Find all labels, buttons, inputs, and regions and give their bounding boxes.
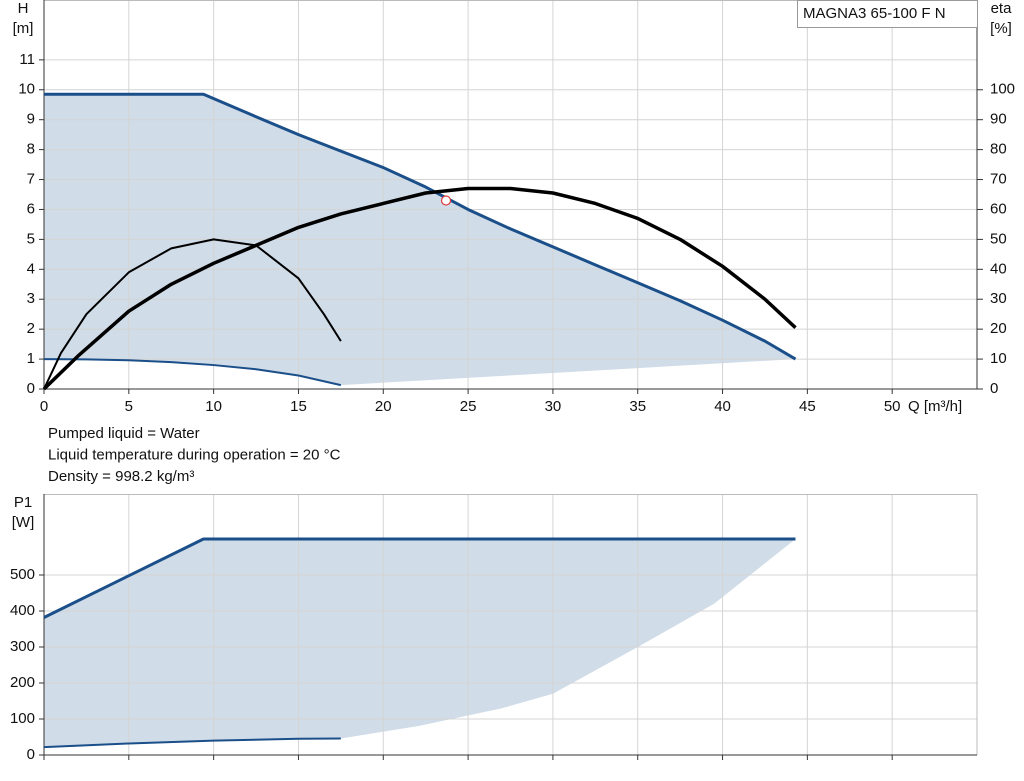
y2-tick-label: 60 bbox=[990, 200, 1007, 217]
y-unit: [W] bbox=[12, 514, 35, 531]
y-tick-label: 9 bbox=[27, 111, 35, 128]
y-tick-label: 400 bbox=[10, 602, 35, 619]
x-tick-label: 40 bbox=[714, 398, 731, 415]
y2-tick-label: 70 bbox=[990, 171, 1007, 188]
curve bbox=[43, 737, 341, 749]
y-tick-label: 500 bbox=[10, 566, 35, 583]
duty-point bbox=[440, 195, 452, 206]
chart-title: MAGNA3 65-100 F N bbox=[803, 5, 946, 22]
x-tick-label: 25 bbox=[460, 398, 477, 415]
x-tick-label: 45 bbox=[799, 398, 816, 415]
y-tick-label: 1 bbox=[27, 350, 35, 367]
y2-tick-label: 80 bbox=[990, 141, 1007, 158]
x-tick-label: 50 bbox=[884, 398, 901, 415]
y2-tick-label: 0 bbox=[990, 380, 998, 397]
y-tick-label: 0 bbox=[27, 746, 35, 763]
note: Pumped liquid = Water bbox=[48, 425, 200, 442]
y2-tick-label: 30 bbox=[990, 290, 1007, 307]
y-tick-label: 7 bbox=[27, 171, 35, 188]
curve bbox=[42, 186, 797, 391]
x-tick-label: 5 bbox=[125, 398, 133, 415]
x-tick-label: 20 bbox=[375, 398, 392, 415]
x-tick-label: 35 bbox=[629, 398, 646, 415]
y-tick-label: 3 bbox=[27, 290, 35, 307]
y-tick-label: 200 bbox=[10, 674, 35, 691]
y2-tick-label: 90 bbox=[990, 111, 1007, 128]
curve bbox=[44, 92, 797, 361]
title-box bbox=[797, 0, 978, 28]
x-tick-label: 15 bbox=[290, 398, 307, 415]
curve bbox=[43, 238, 342, 390]
y2-label: eta bbox=[991, 0, 1013, 17]
note: Density = 998.2 kg/m³ bbox=[48, 468, 194, 485]
y2-tick-label: 40 bbox=[990, 260, 1007, 277]
curve bbox=[43, 358, 342, 387]
x-label: Q [m³/h] bbox=[908, 398, 962, 415]
y-tick-label: 8 bbox=[27, 141, 35, 158]
y-tick-label: 5 bbox=[27, 230, 35, 247]
y-tick-label: 0 bbox=[27, 380, 35, 397]
y-tick-label: 11 bbox=[19, 51, 35, 68]
y-tick-label: 10 bbox=[18, 81, 35, 98]
y2-tick-label: 10 bbox=[990, 350, 1007, 367]
y-tick-label: 300 bbox=[10, 638, 35, 655]
operating-area bbox=[44, 539, 796, 748]
y2-tick-label: 100 bbox=[990, 81, 1015, 98]
curve bbox=[43, 537, 796, 619]
x-tick-label: 30 bbox=[545, 398, 562, 415]
x-tick-label: 10 bbox=[205, 398, 222, 415]
y-unit: [m] bbox=[13, 20, 34, 37]
y2-tick-label: 50 bbox=[990, 230, 1007, 247]
y-tick-label: 100 bbox=[10, 710, 35, 727]
y-label: H bbox=[18, 0, 29, 17]
y-label: P1 bbox=[14, 494, 32, 511]
y-tick-label: 4 bbox=[27, 260, 35, 277]
y-tick-label: 6 bbox=[27, 200, 35, 217]
note: Liquid temperature during operation = 20… bbox=[48, 446, 341, 463]
y-tick-label: 2 bbox=[27, 320, 35, 337]
y2-unit: [%] bbox=[990, 20, 1012, 37]
x-tick-label: 0 bbox=[40, 398, 48, 415]
y2-tick-label: 20 bbox=[990, 320, 1007, 337]
